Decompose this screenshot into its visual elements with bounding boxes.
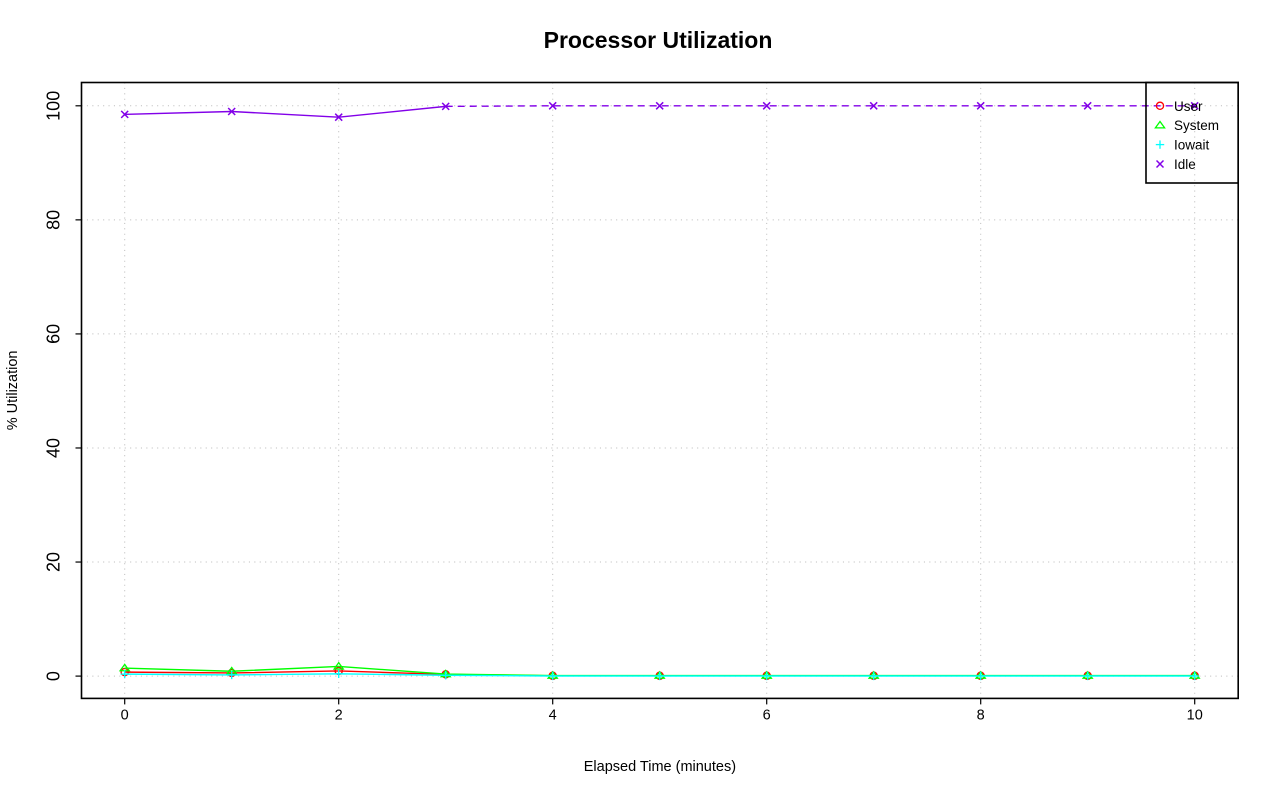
svg-text:2: 2 [335, 707, 343, 723]
svg-text:Idle: Idle [1174, 157, 1196, 172]
svg-text:Elapsed Time (minutes): Elapsed Time (minutes) [584, 759, 736, 775]
svg-text:10: 10 [1187, 707, 1203, 723]
svg-text:6: 6 [763, 707, 771, 723]
svg-text:Iowait: Iowait [1174, 138, 1210, 153]
svg-text:0: 0 [44, 671, 64, 681]
svg-text:Processor Utilization: Processor Utilization [544, 27, 773, 53]
svg-text:20: 20 [44, 552, 64, 572]
svg-text:40: 40 [44, 438, 64, 458]
svg-text:80: 80 [44, 210, 64, 230]
svg-text:8: 8 [977, 707, 985, 723]
svg-text:4: 4 [549, 707, 557, 723]
svg-text:User: User [1174, 99, 1203, 114]
svg-text:100: 100 [44, 91, 64, 121]
svg-text:0: 0 [121, 707, 129, 723]
svg-text:% Utilization: % Utilization [5, 351, 21, 431]
svg-text:System: System [1174, 118, 1219, 133]
svg-text:60: 60 [44, 324, 64, 344]
